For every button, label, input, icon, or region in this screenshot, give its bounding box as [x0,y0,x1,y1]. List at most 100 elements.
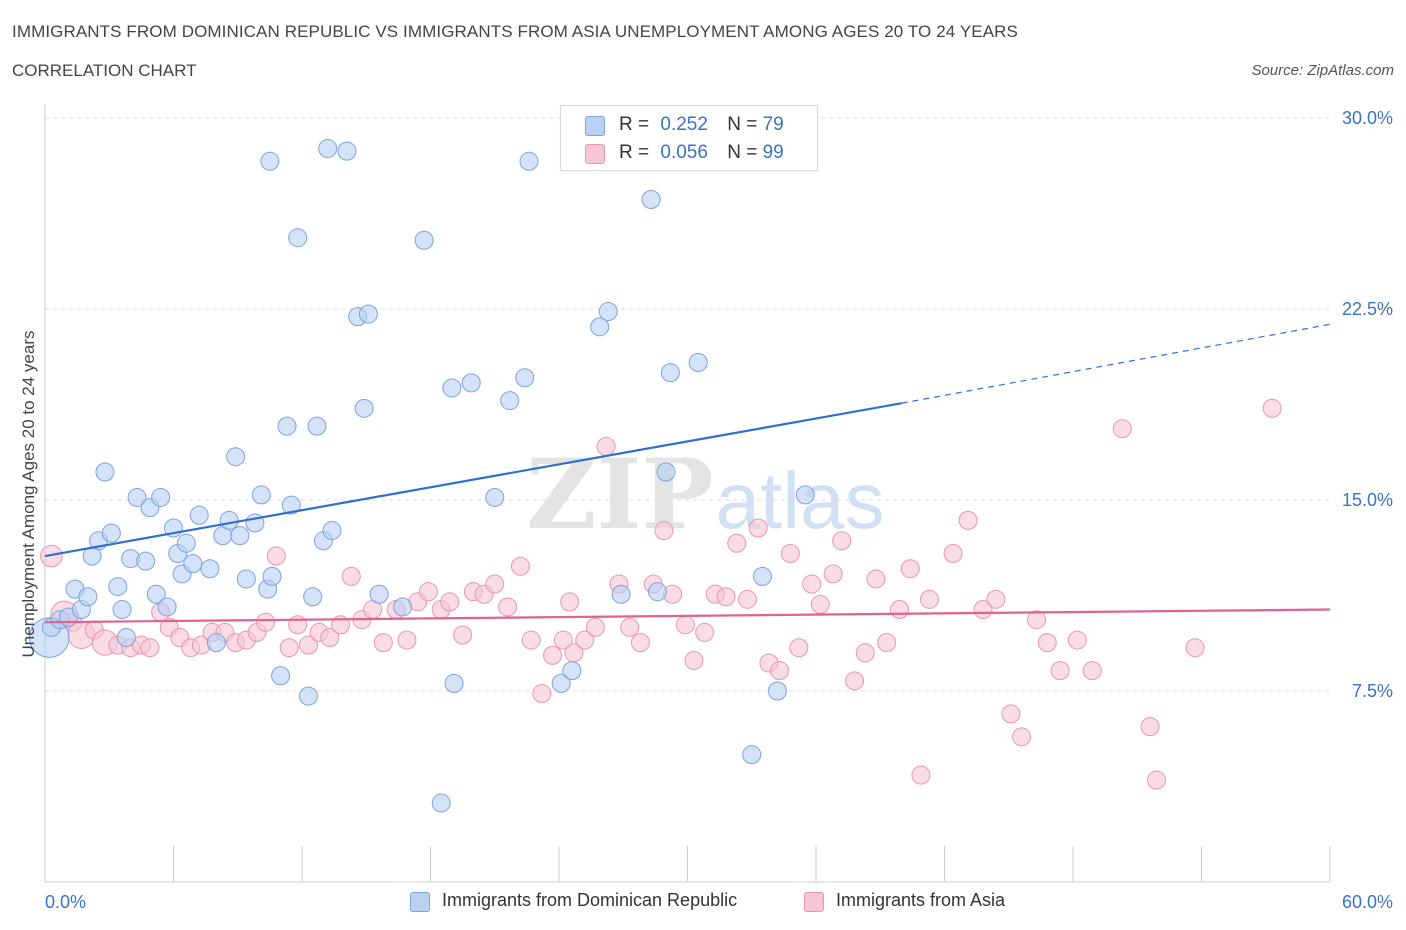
data-point [795,485,815,505]
data-point [200,559,220,579]
data-point [911,765,931,785]
blue-trend-line [44,402,902,558]
pink-swatch [585,144,605,164]
data-point [620,617,640,637]
data-point [532,684,552,704]
pink-r-value: 0.056 [660,142,708,163]
data-point [1037,633,1057,653]
data-point [1185,638,1205,658]
data-point [611,584,631,604]
data-point [219,510,239,530]
data-point [1050,661,1070,681]
data-point [485,487,505,507]
data-point [101,523,121,543]
axes [44,104,1331,883]
data-point [236,569,256,589]
data-point [369,584,389,604]
data-point [320,628,340,648]
data-point [226,447,246,467]
blue-n-value: 79 [762,114,784,135]
data-point [303,587,323,607]
data-point [770,661,790,681]
data-point [358,304,378,324]
data-point [641,189,661,209]
pink-r-label: R = [619,142,650,163]
data-point [598,302,618,322]
data-point [780,543,800,563]
trend-lines [44,323,1331,624]
data-point [543,645,563,665]
data-point [920,589,940,609]
data-point [461,373,481,393]
data-point [393,597,413,617]
data-point [1140,717,1160,737]
legend-label-pink: Immigrants from Asia [836,890,1006,910]
data-point [271,666,291,686]
legend-swatch-blue [410,892,430,912]
pink-trend-line [44,608,1331,624]
data-point [453,625,473,645]
data-point [585,617,605,637]
chart-title: IMMIGRANTS FROM DOMINICAN REPUBLIC VS IM… [12,22,1018,41]
y-tick-label: 22.5% [1342,299,1393,319]
data-point [654,521,674,541]
pink-n-label: N = [727,142,758,163]
data-point [337,141,357,161]
legend-swatch-pink [804,892,824,912]
source-label: Source: ZipAtlas.com [1251,62,1394,79]
data-point [112,600,132,620]
pink-series-points [40,398,1282,790]
data-point [1147,770,1167,790]
y-tick-label: 7.5% [1352,681,1393,701]
data-point [136,551,156,571]
data-point [675,615,695,635]
y-axis-label: Unemployment Among Ages 20 to 24 years [19,331,38,658]
data-point [431,793,451,813]
data-point [78,587,98,607]
data-point [230,526,250,546]
data-point [288,228,308,248]
watermark: ZIP atlas [526,438,884,551]
y-tick-label: 30.0% [1342,108,1393,128]
data-point [943,543,963,563]
data-point [877,633,897,653]
data-point [845,671,865,691]
tick-labels: 7.5% 15.0% 22.5% 30.0% 0.0% 60.0% [45,108,1393,912]
data-point [414,230,434,250]
data-point [440,592,460,612]
data-point [695,622,715,642]
data-point [1012,727,1032,747]
data-point [560,592,580,612]
data-point [767,681,787,701]
data-point [727,533,747,553]
data-point [789,638,809,658]
data-point [146,584,166,604]
data-point [176,533,196,553]
data-point [890,600,910,620]
data-point [298,686,318,706]
data-point [397,630,417,650]
y-tick-label: 15.0% [1342,490,1393,510]
data-point [575,630,595,650]
legend-label-blue: Immigrants from Dominican Republic [442,890,738,910]
data-point [140,638,160,658]
chart-subtitle: CORRELATION CHART [12,61,197,80]
data-point [498,597,518,617]
data-point [660,363,680,383]
data-point [266,546,286,566]
data-point [958,510,978,530]
data-point [373,633,393,653]
data-point [322,521,342,541]
data-point [354,398,374,418]
data-point [810,594,830,614]
data-point [802,574,822,594]
data-point [866,569,886,589]
data-point [1027,610,1047,630]
data-point [519,151,539,171]
data-point [251,485,271,505]
data-point [108,577,128,597]
x-tick-label: 0.0% [45,892,86,912]
data-point [684,650,704,670]
stats-legend: R = 0.252 N = 79 R = 0.056 N = 99 [560,105,818,171]
